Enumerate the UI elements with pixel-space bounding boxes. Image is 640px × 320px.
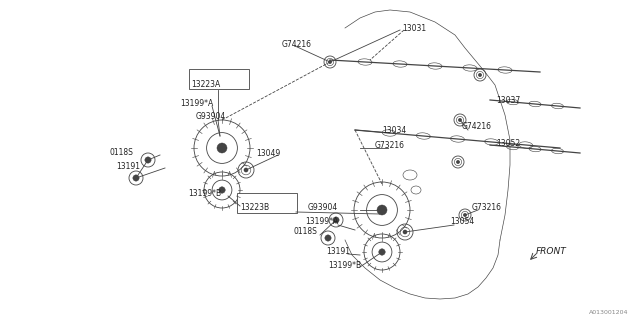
Text: 13049: 13049: [256, 148, 280, 157]
Text: 13034: 13034: [382, 125, 406, 134]
Text: 0118S: 0118S: [294, 228, 318, 236]
Circle shape: [379, 249, 385, 255]
Text: 13199*B: 13199*B: [188, 188, 221, 197]
Text: 13031: 13031: [402, 23, 426, 33]
Text: G93904: G93904: [196, 111, 227, 121]
Text: FRONT: FRONT: [536, 247, 567, 257]
Circle shape: [325, 235, 331, 241]
Text: 13199*B: 13199*B: [328, 260, 361, 269]
Circle shape: [377, 205, 387, 215]
Text: 13052: 13052: [496, 139, 520, 148]
Circle shape: [403, 230, 406, 234]
Text: 13054: 13054: [450, 218, 474, 227]
Circle shape: [244, 168, 248, 172]
Text: 13223B: 13223B: [240, 203, 269, 212]
Text: G73216: G73216: [375, 140, 405, 149]
Text: 13191: 13191: [116, 162, 140, 171]
Circle shape: [145, 157, 151, 163]
Text: 13223A: 13223A: [191, 79, 220, 89]
FancyBboxPatch shape: [237, 193, 297, 213]
Text: 13037: 13037: [496, 95, 520, 105]
Circle shape: [479, 74, 481, 76]
Circle shape: [133, 175, 139, 181]
FancyBboxPatch shape: [189, 69, 249, 89]
Text: G93904: G93904: [308, 203, 339, 212]
Text: 13191: 13191: [326, 247, 350, 257]
Circle shape: [333, 217, 339, 223]
Text: G74216: G74216: [462, 122, 492, 131]
Text: 13199*A: 13199*A: [305, 218, 339, 227]
Text: 0118S: 0118S: [110, 148, 134, 156]
Circle shape: [329, 61, 332, 63]
Text: G73216: G73216: [472, 203, 502, 212]
Text: A013001204: A013001204: [589, 309, 628, 315]
Text: G74216: G74216: [282, 39, 312, 49]
Text: 13199*A: 13199*A: [180, 99, 213, 108]
Circle shape: [219, 187, 225, 193]
Circle shape: [459, 119, 461, 121]
Circle shape: [457, 161, 460, 163]
Circle shape: [464, 214, 466, 216]
Circle shape: [217, 143, 227, 153]
